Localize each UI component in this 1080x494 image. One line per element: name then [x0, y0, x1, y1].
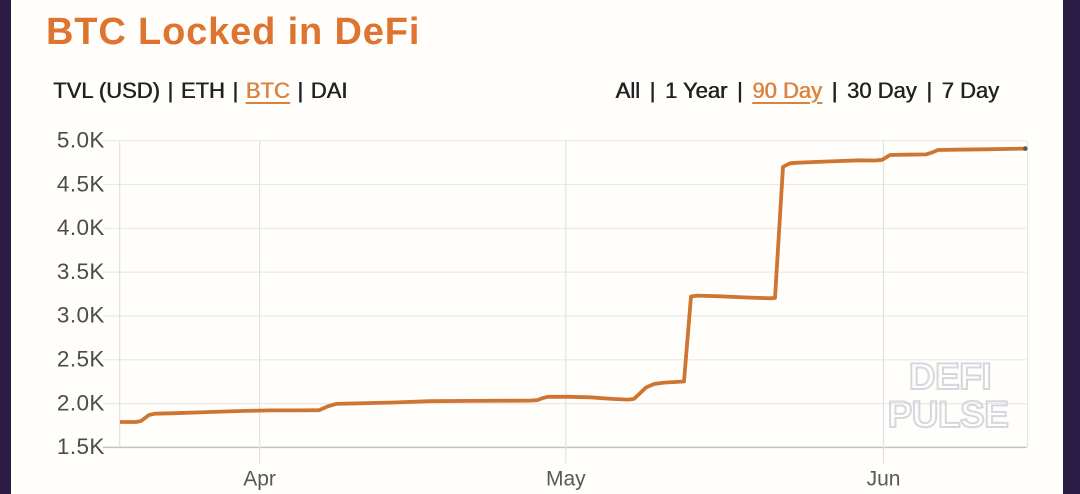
- svg-text:Apr: Apr: [243, 468, 276, 491]
- svg-text:2.0K: 2.0K: [57, 390, 105, 415]
- svg-text:2.5K: 2.5K: [57, 347, 105, 372]
- svg-text:3.5K: 3.5K: [57, 259, 105, 284]
- svg-text:DEFI: DEFI: [909, 356, 991, 397]
- svg-text:Jun: Jun: [867, 468, 901, 491]
- svg-text:3.0K: 3.0K: [57, 303, 105, 328]
- svg-text:May: May: [546, 468, 586, 491]
- svg-text:5.0K: 5.0K: [57, 128, 105, 153]
- svg-text:4.5K: 4.5K: [57, 171, 105, 196]
- svg-text:PULSE: PULSE: [888, 394, 1009, 435]
- svg-text:1.5K: 1.5K: [57, 434, 105, 459]
- svg-text:4.0K: 4.0K: [57, 215, 105, 240]
